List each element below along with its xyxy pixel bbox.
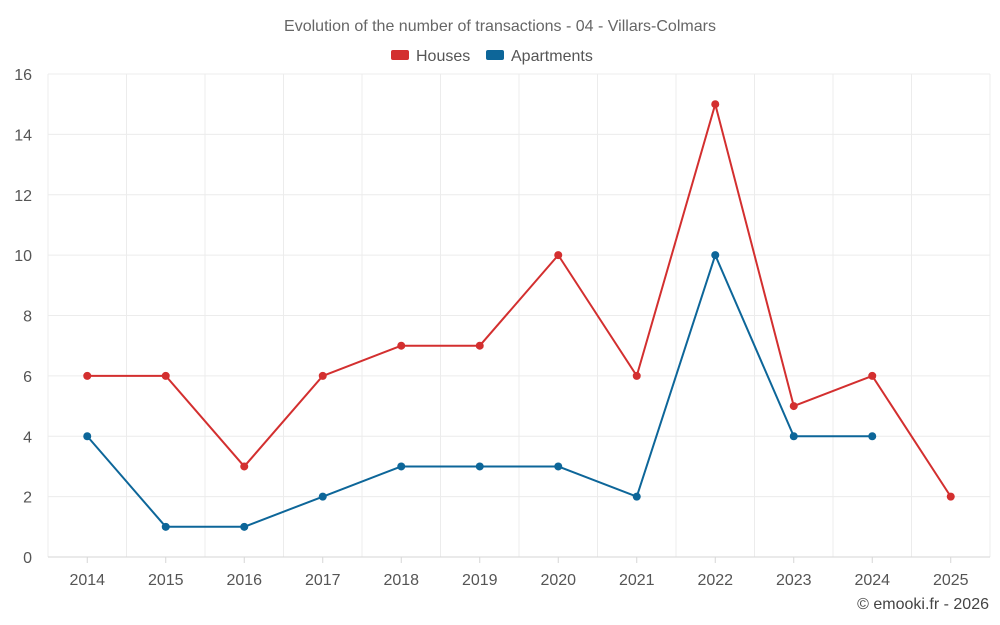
data-point-houses[interactable] — [868, 371, 877, 380]
data-point-houses[interactable] — [789, 402, 798, 411]
data-point-houses[interactable] — [318, 371, 327, 380]
series — [83, 100, 955, 531]
legend-swatch-apartments[interactable] — [486, 50, 504, 60]
x-tick-label: 2017 — [305, 572, 341, 589]
y-tick-label: 10 — [14, 248, 32, 265]
legend: Houses Apartments — [391, 48, 593, 65]
x-tick-label: 2025 — [933, 572, 969, 589]
data-point-houses[interactable] — [475, 341, 484, 350]
data-point-apartments[interactable] — [632, 492, 641, 501]
data-point-houses[interactable] — [554, 251, 563, 260]
data-point-apartments[interactable] — [789, 432, 798, 441]
data-point-apartments[interactable] — [83, 432, 92, 441]
y-tick-label: 6 — [23, 369, 32, 386]
y-tick-label: 8 — [23, 309, 32, 326]
data-point-apartments[interactable] — [161, 522, 170, 531]
y-tick-label: 4 — [23, 429, 32, 446]
series-apartments — [83, 251, 877, 531]
legend-swatch-houses[interactable] — [391, 50, 409, 60]
data-point-apartments[interactable] — [711, 251, 720, 260]
series-line-houses — [87, 103, 952, 498]
data-point-apartments[interactable] — [397, 462, 406, 471]
data-point-houses[interactable] — [946, 492, 955, 501]
data-point-houses[interactable] — [397, 341, 406, 350]
x-tick-label: 2016 — [226, 572, 262, 589]
x-tick-label: 2018 — [383, 572, 419, 589]
data-point-houses[interactable] — [632, 371, 641, 380]
x-tick-label: 2015 — [148, 572, 184, 589]
legend-label-houses[interactable]: Houses — [416, 48, 470, 65]
data-point-houses[interactable] — [240, 462, 249, 471]
data-point-apartments[interactable] — [868, 432, 877, 441]
x-tick-label: 2021 — [619, 572, 655, 589]
x-tick-label: 2019 — [462, 572, 498, 589]
x-tick-label: 2023 — [776, 572, 812, 589]
x-tick-label: 2014 — [69, 572, 105, 589]
chart-title: Evolution of the number of transactions … — [284, 18, 716, 35]
data-point-houses[interactable] — [711, 100, 720, 109]
series-houses — [83, 100, 955, 501]
credit-text: © emooki.fr - 2026 — [857, 596, 989, 613]
y-tick-label: 12 — [14, 188, 32, 205]
data-point-apartments[interactable] — [240, 522, 249, 531]
x-tick-label: 2024 — [854, 572, 890, 589]
data-point-houses[interactable] — [161, 371, 170, 380]
grid — [47, 73, 991, 557]
data-point-apartments[interactable] — [475, 462, 484, 471]
axes: 0 2 4 6 8 10 12 14 16 2014 2015 2016 2017 2018 2019 202… — [14, 67, 990, 589]
data-point-apartments[interactable] — [318, 492, 327, 501]
y-tick-label: 14 — [14, 127, 32, 144]
y-tick-label: 2 — [23, 490, 32, 507]
x-tick-label: 2022 — [697, 572, 733, 589]
data-point-houses[interactable] — [83, 371, 92, 380]
data-point-apartments[interactable] — [554, 462, 563, 471]
y-tick-label: 16 — [14, 67, 32, 84]
y-tick-label: 0 — [23, 550, 32, 567]
legend-label-apartments[interactable]: Apartments — [511, 48, 593, 65]
x-tick-label: 2020 — [540, 572, 576, 589]
